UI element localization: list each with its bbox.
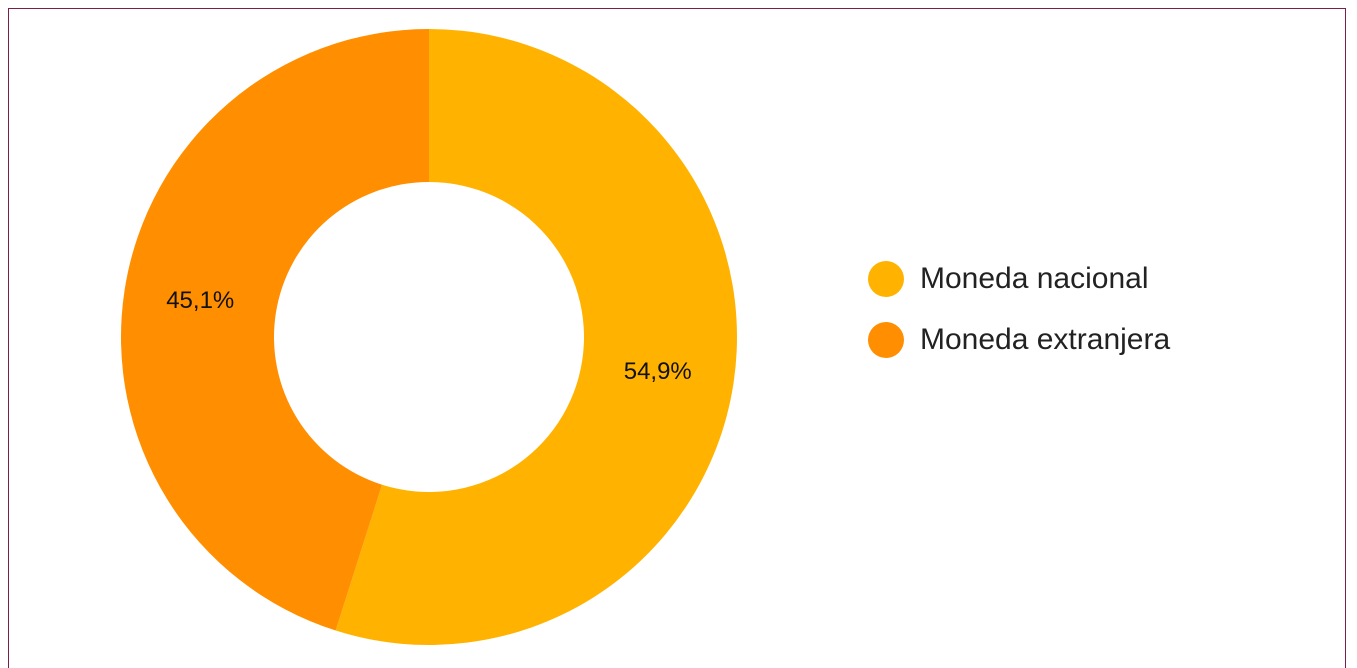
legend-label: Moneda extranjera xyxy=(920,323,1170,356)
legend-swatch xyxy=(868,261,904,297)
legend-swatch xyxy=(868,322,904,358)
chart-frame xyxy=(8,8,1346,668)
value-label: 54,9% xyxy=(624,358,692,385)
donut-slice xyxy=(335,29,737,645)
legend-label: Moneda nacional xyxy=(920,262,1149,295)
value-label: 45,1% xyxy=(166,287,234,314)
donut-slice xyxy=(120,29,430,631)
